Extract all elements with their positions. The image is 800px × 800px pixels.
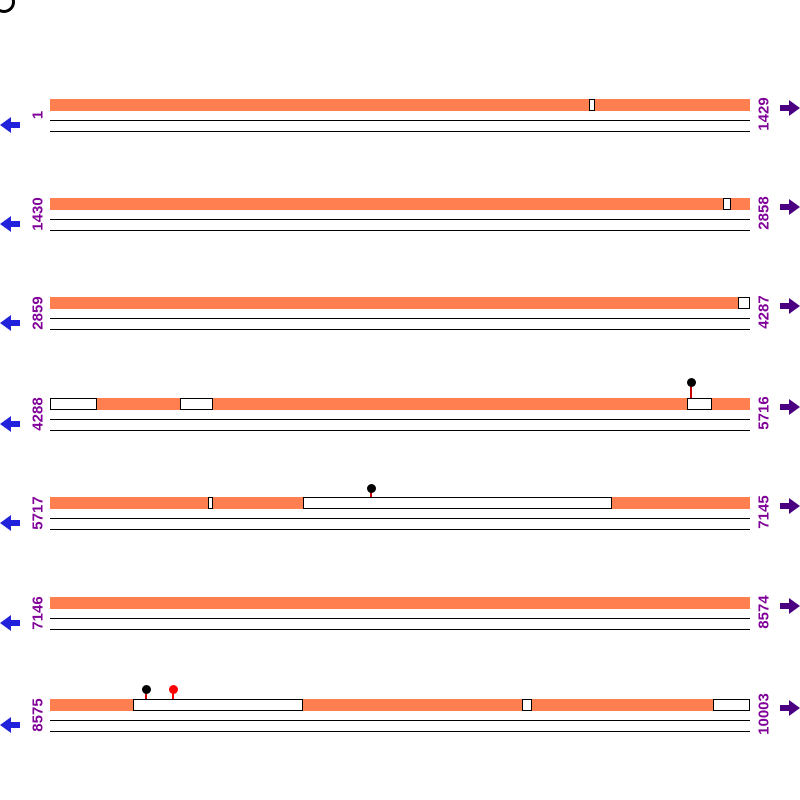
sequence-line xyxy=(50,618,750,619)
marker-circle-icon[interactable] xyxy=(168,685,178,694)
prev-segment-arrow-icon[interactable] xyxy=(0,416,20,432)
row-end-coordinate: 8574 xyxy=(755,595,773,629)
sequence-line xyxy=(50,318,750,319)
row-start-coordinate: 1 xyxy=(29,110,47,120)
row-start-coordinate: 7146 xyxy=(29,596,47,630)
feature-segment[interactable] xyxy=(97,398,180,410)
feature-segment[interactable] xyxy=(50,297,738,309)
gap-segment[interactable] xyxy=(713,699,750,711)
sequence-line xyxy=(50,230,750,231)
sequence-line xyxy=(50,419,750,420)
marker-circle-icon[interactable] xyxy=(366,484,376,493)
marker-stem xyxy=(370,492,372,497)
next-segment-arrow-icon[interactable] xyxy=(780,598,800,614)
gap-segment[interactable] xyxy=(522,699,532,711)
feature-segment[interactable] xyxy=(532,699,713,711)
feature-segment[interactable] xyxy=(712,398,750,410)
next-segment-arrow-icon[interactable] xyxy=(780,700,800,716)
row-end-coordinate: 5716 xyxy=(755,396,773,430)
next-segment-arrow-icon[interactable] xyxy=(780,199,800,215)
sequence-line xyxy=(50,120,750,121)
row-end-coordinate: 1429 xyxy=(755,97,773,131)
prev-segment-arrow-icon[interactable] xyxy=(0,216,20,232)
marker-circle-icon[interactable] xyxy=(141,685,151,694)
gap-segment[interactable] xyxy=(180,398,213,410)
prev-segment-arrow-icon[interactable] xyxy=(0,315,20,331)
row-end-coordinate: 7145 xyxy=(755,495,773,529)
next-segment-arrow-icon[interactable] xyxy=(780,100,800,116)
sequence-line xyxy=(50,731,750,732)
feature-segment[interactable] xyxy=(50,597,750,609)
feature-segment[interactable] xyxy=(50,198,723,210)
next-segment-arrow-icon[interactable] xyxy=(780,298,800,314)
feature-segment[interactable] xyxy=(213,497,303,509)
gap-segment[interactable] xyxy=(50,398,97,410)
gap-segment[interactable] xyxy=(738,297,750,309)
feature-segment[interactable] xyxy=(50,99,589,111)
row-start-coordinate: 1430 xyxy=(29,197,47,231)
prev-segment-arrow-icon[interactable] xyxy=(0,515,20,531)
feature-segment[interactable] xyxy=(50,699,133,711)
row-start-coordinate: 5717 xyxy=(29,496,47,530)
sequence-line xyxy=(50,720,750,721)
prev-segment-arrow-icon[interactable] xyxy=(0,615,20,631)
feature-segment[interactable] xyxy=(731,198,750,210)
row-start-coordinate: 8575 xyxy=(29,698,47,732)
gap-segment[interactable] xyxy=(303,497,612,509)
row-start-coordinate: 4288 xyxy=(29,397,47,431)
sequence-line xyxy=(50,518,750,519)
sequence-line xyxy=(50,329,750,330)
feature-segment[interactable] xyxy=(595,99,750,111)
gap-segment[interactable] xyxy=(687,398,712,410)
prev-segment-arrow-icon[interactable] xyxy=(0,117,20,133)
sequence-line xyxy=(50,131,750,132)
gap-segment[interactable] xyxy=(133,699,303,711)
gap-segment[interactable] xyxy=(589,99,595,111)
marker-stem xyxy=(145,693,147,699)
next-segment-arrow-icon[interactable] xyxy=(780,498,800,514)
gap-segment[interactable] xyxy=(208,497,213,509)
corner-glyph xyxy=(0,0,15,13)
prev-segment-arrow-icon[interactable] xyxy=(0,717,20,733)
sequence-line xyxy=(50,629,750,630)
next-segment-arrow-icon[interactable] xyxy=(780,399,800,415)
feature-segment[interactable] xyxy=(50,497,208,509)
row-end-coordinate: 4287 xyxy=(755,295,773,329)
row-end-coordinate: 2858 xyxy=(755,196,773,230)
marker-stem xyxy=(172,693,174,699)
gap-segment[interactable] xyxy=(723,198,731,210)
sequence-line xyxy=(50,219,750,220)
feature-segment[interactable] xyxy=(303,699,522,711)
marker-stem xyxy=(690,386,692,398)
feature-segment[interactable] xyxy=(213,398,687,410)
feature-segment[interactable] xyxy=(612,497,750,509)
marker-circle-icon[interactable] xyxy=(686,378,696,387)
sequence-line xyxy=(50,430,750,431)
sequence-line xyxy=(50,529,750,530)
row-end-coordinate: 10003 xyxy=(755,693,773,735)
row-start-coordinate: 2859 xyxy=(29,296,47,330)
